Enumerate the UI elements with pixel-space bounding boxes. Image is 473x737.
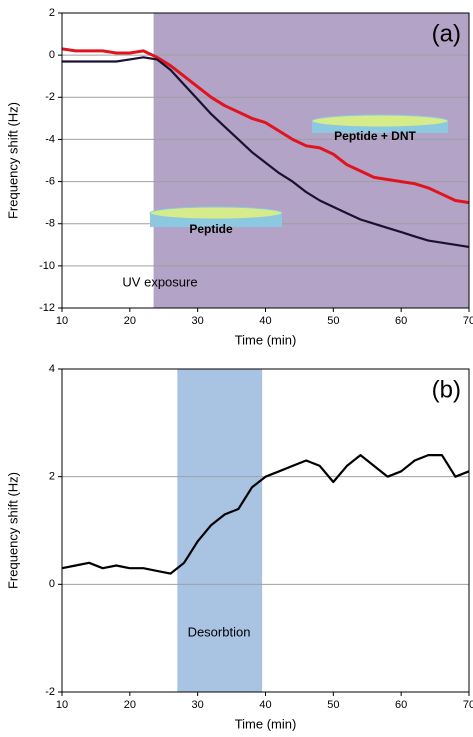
x-tick-label: 40 xyxy=(259,699,271,711)
dnt-chip-top xyxy=(311,114,449,128)
y-axis-title: Frequency shift (Hz) xyxy=(5,102,20,219)
x-axis-title: Time (min) xyxy=(235,332,297,347)
panel-label: (a) xyxy=(432,20,461,47)
shaded-region xyxy=(177,369,263,692)
peptide-chip-top xyxy=(149,206,283,220)
x-tick-label: 70 xyxy=(463,699,473,711)
x-tick-label: 40 xyxy=(259,315,271,327)
y-tick-label: 4 xyxy=(49,363,55,375)
panel: -2 0 2 4 10 20 30 40 50 60 70 Desorbtion (b) Time (mi… xyxy=(5,363,473,732)
x-tick-label: 10 xyxy=(56,699,68,711)
x-tick-label: 70 xyxy=(463,315,473,327)
series-label: Peptide + DNT xyxy=(334,129,416,143)
x-tick-label: 20 xyxy=(124,315,136,327)
shaded-region xyxy=(153,13,469,308)
y-tick-label: -12 xyxy=(39,302,55,314)
data-line xyxy=(61,454,470,575)
x-tick-label: 50 xyxy=(327,699,339,711)
plot-frame xyxy=(61,12,470,309)
data-line xyxy=(61,47,470,205)
x-axis-title: Time (min) xyxy=(235,716,297,731)
y-tick-label: 0 xyxy=(49,49,55,61)
x-tick-label: 30 xyxy=(192,699,204,711)
plot-frame xyxy=(61,368,470,693)
y-tick-label: -4 xyxy=(45,133,55,145)
y-tick-label: -8 xyxy=(45,218,55,230)
x-tick-label: 60 xyxy=(395,315,407,327)
data-line xyxy=(62,56,470,248)
y-tick-label: 0 xyxy=(49,578,55,590)
x-tick-label: 20 xyxy=(124,699,136,711)
panel-label: (b) xyxy=(432,376,461,403)
y-tick-label: 2 xyxy=(49,7,55,19)
span-label: Desorbtion xyxy=(188,624,251,639)
span-label: UV exposure xyxy=(122,274,197,289)
y-tick-label: -2 xyxy=(45,91,55,103)
y-tick-label: -2 xyxy=(45,686,55,698)
y-tick-label: -10 xyxy=(39,260,55,272)
y-tick-label: -6 xyxy=(45,175,55,187)
panel: -12 -10 -8 -6 -4 -2 0 2 10 20 30 40 50 60 70 UV exposur… xyxy=(5,7,473,348)
y-tick-label: 2 xyxy=(49,471,55,483)
series-label: Peptide xyxy=(189,222,233,236)
y-axis-title: Frequency shift (Hz) xyxy=(5,472,20,589)
x-tick-label: 10 xyxy=(56,315,68,327)
x-tick-label: 30 xyxy=(192,315,204,327)
x-tick-label: 50 xyxy=(327,315,339,327)
x-tick-label: 60 xyxy=(395,699,407,711)
illustrations: Peptide + DNT Peptide xyxy=(149,114,449,236)
